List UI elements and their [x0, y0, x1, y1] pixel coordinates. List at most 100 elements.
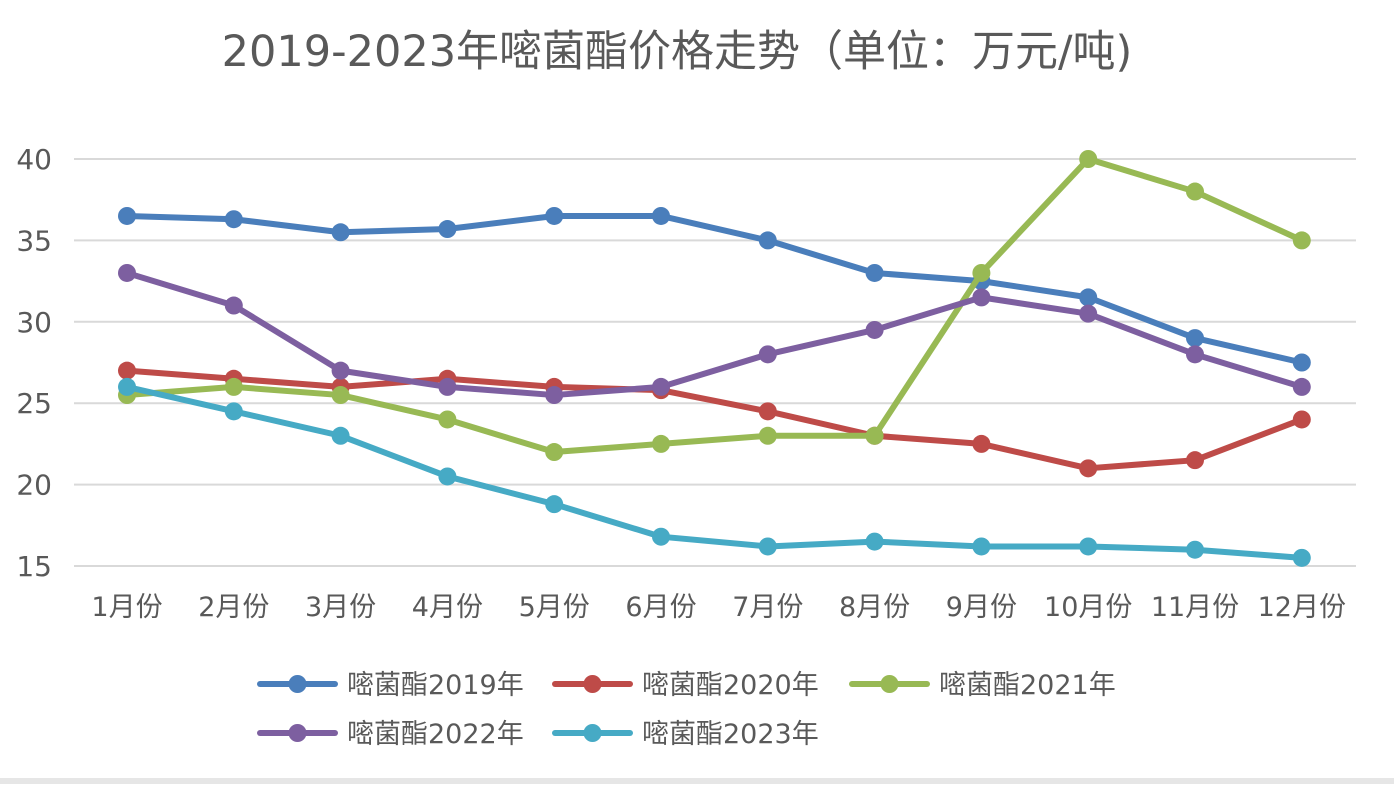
data-point [1292, 231, 1311, 250]
data-point [118, 377, 136, 396]
data-point [118, 206, 136, 225]
data-point [545, 443, 564, 462]
chart-title: 2019-2023年嘧菌酯价格走势（单位：万元/吨) [222, 27, 1133, 77]
data-point [758, 537, 777, 556]
x-tick-label: 11月份 [1151, 592, 1239, 623]
data-point [972, 263, 991, 282]
data-point [331, 223, 350, 242]
series-lines [118, 150, 1311, 567]
data-point [865, 426, 884, 445]
data-point [1292, 410, 1311, 429]
data-point [438, 410, 457, 429]
legend-label: 嘧菌酯2019年 [347, 670, 524, 701]
data-point [1079, 150, 1098, 168]
legend-item: 嘧菌酯2020年 [552, 670, 819, 701]
series-line [124, 367, 1305, 472]
legend-swatch-marker [583, 724, 602, 742]
series-3 [118, 150, 1311, 462]
data-point [1079, 304, 1098, 323]
legend-item: 嘧菌酯2022年 [257, 719, 524, 750]
data-point [972, 288, 991, 307]
data-point [331, 426, 350, 445]
data-point [865, 320, 884, 339]
data-point [118, 263, 136, 282]
data-point [224, 210, 243, 229]
data-point [972, 434, 991, 453]
x-tick-label: 5月份 [519, 592, 590, 623]
legend-label: 嘧菌酯2022年 [347, 719, 524, 750]
bottom-border [0, 778, 1394, 784]
legend-swatch-marker [880, 675, 899, 693]
legend-item: 嘧菌酯2023年 [552, 719, 819, 750]
legend-swatch-marker [288, 724, 307, 742]
data-point [1186, 329, 1204, 348]
y-tick-label: 15 [16, 550, 52, 583]
x-tick-label: 6月份 [625, 592, 696, 623]
series-line [124, 212, 1305, 366]
series-line [124, 269, 1305, 399]
data-point [1079, 459, 1098, 478]
legend-label: 嘧菌酯2023年 [642, 719, 819, 750]
y-tick-label: 40 [16, 143, 52, 176]
data-point [1292, 353, 1311, 372]
data-point [652, 206, 670, 225]
x-tick-label: 12月份 [1258, 592, 1346, 623]
data-point [652, 434, 670, 453]
data-point [224, 377, 243, 396]
data-point [758, 426, 777, 445]
data-point [331, 386, 350, 405]
series-line [124, 383, 1305, 561]
series-4 [118, 263, 1311, 405]
data-point [438, 220, 457, 239]
x-axis-ticks: 1月份 2月份 3月份 4月份 5月份 6月份 7月份 8月份 9月份 10月份 11月份 12月份 [91, 592, 1346, 623]
legend-label: 嘧菌酯2021年 [939, 670, 1116, 701]
series-5 [118, 377, 1311, 567]
y-tick-label: 35 [16, 224, 52, 257]
data-point [972, 537, 991, 556]
data-point [758, 345, 777, 364]
y-tick-label: 25 [16, 387, 52, 420]
data-point [865, 263, 884, 282]
data-point [331, 361, 350, 380]
legend-swatch-marker [288, 675, 307, 693]
data-point [1079, 537, 1098, 556]
series-2 [118, 361, 1311, 478]
data-point [1292, 548, 1311, 567]
data-point [1079, 288, 1098, 307]
data-point [1292, 377, 1311, 396]
x-tick-label: 2月份 [198, 592, 269, 623]
data-point [652, 527, 670, 546]
legend-item: 嘧菌酯2021年 [849, 670, 1116, 701]
data-point [224, 296, 243, 315]
series-line [124, 156, 1305, 456]
data-point [545, 386, 564, 405]
x-tick-label: 8月份 [839, 592, 910, 623]
x-tick-label: 10月份 [1044, 592, 1132, 623]
data-point [758, 402, 777, 421]
legend-item: 嘧菌酯2019年 [257, 670, 524, 701]
x-tick-label: 9月份 [946, 592, 1017, 623]
data-point [545, 495, 564, 514]
data-point [118, 361, 136, 380]
gridlines [74, 158, 1356, 567]
data-point [1186, 540, 1204, 559]
data-point [1186, 182, 1204, 201]
data-point [545, 206, 564, 225]
data-point [652, 377, 670, 396]
data-point [438, 467, 457, 486]
data-point [865, 532, 884, 551]
data-point [438, 377, 457, 396]
y-tick-label: 20 [16, 469, 52, 502]
x-tick-label: 7月份 [732, 592, 803, 623]
legend-swatch-marker [583, 675, 602, 693]
series-1 [118, 206, 1311, 372]
y-tick-label: 30 [16, 306, 52, 339]
x-tick-label: 1月份 [91, 592, 162, 623]
x-tick-label: 3月份 [305, 592, 376, 623]
data-point [1186, 345, 1204, 364]
data-point [1186, 451, 1204, 470]
y-axis-ticks: 15 20 25 30 35 40 [16, 143, 52, 583]
